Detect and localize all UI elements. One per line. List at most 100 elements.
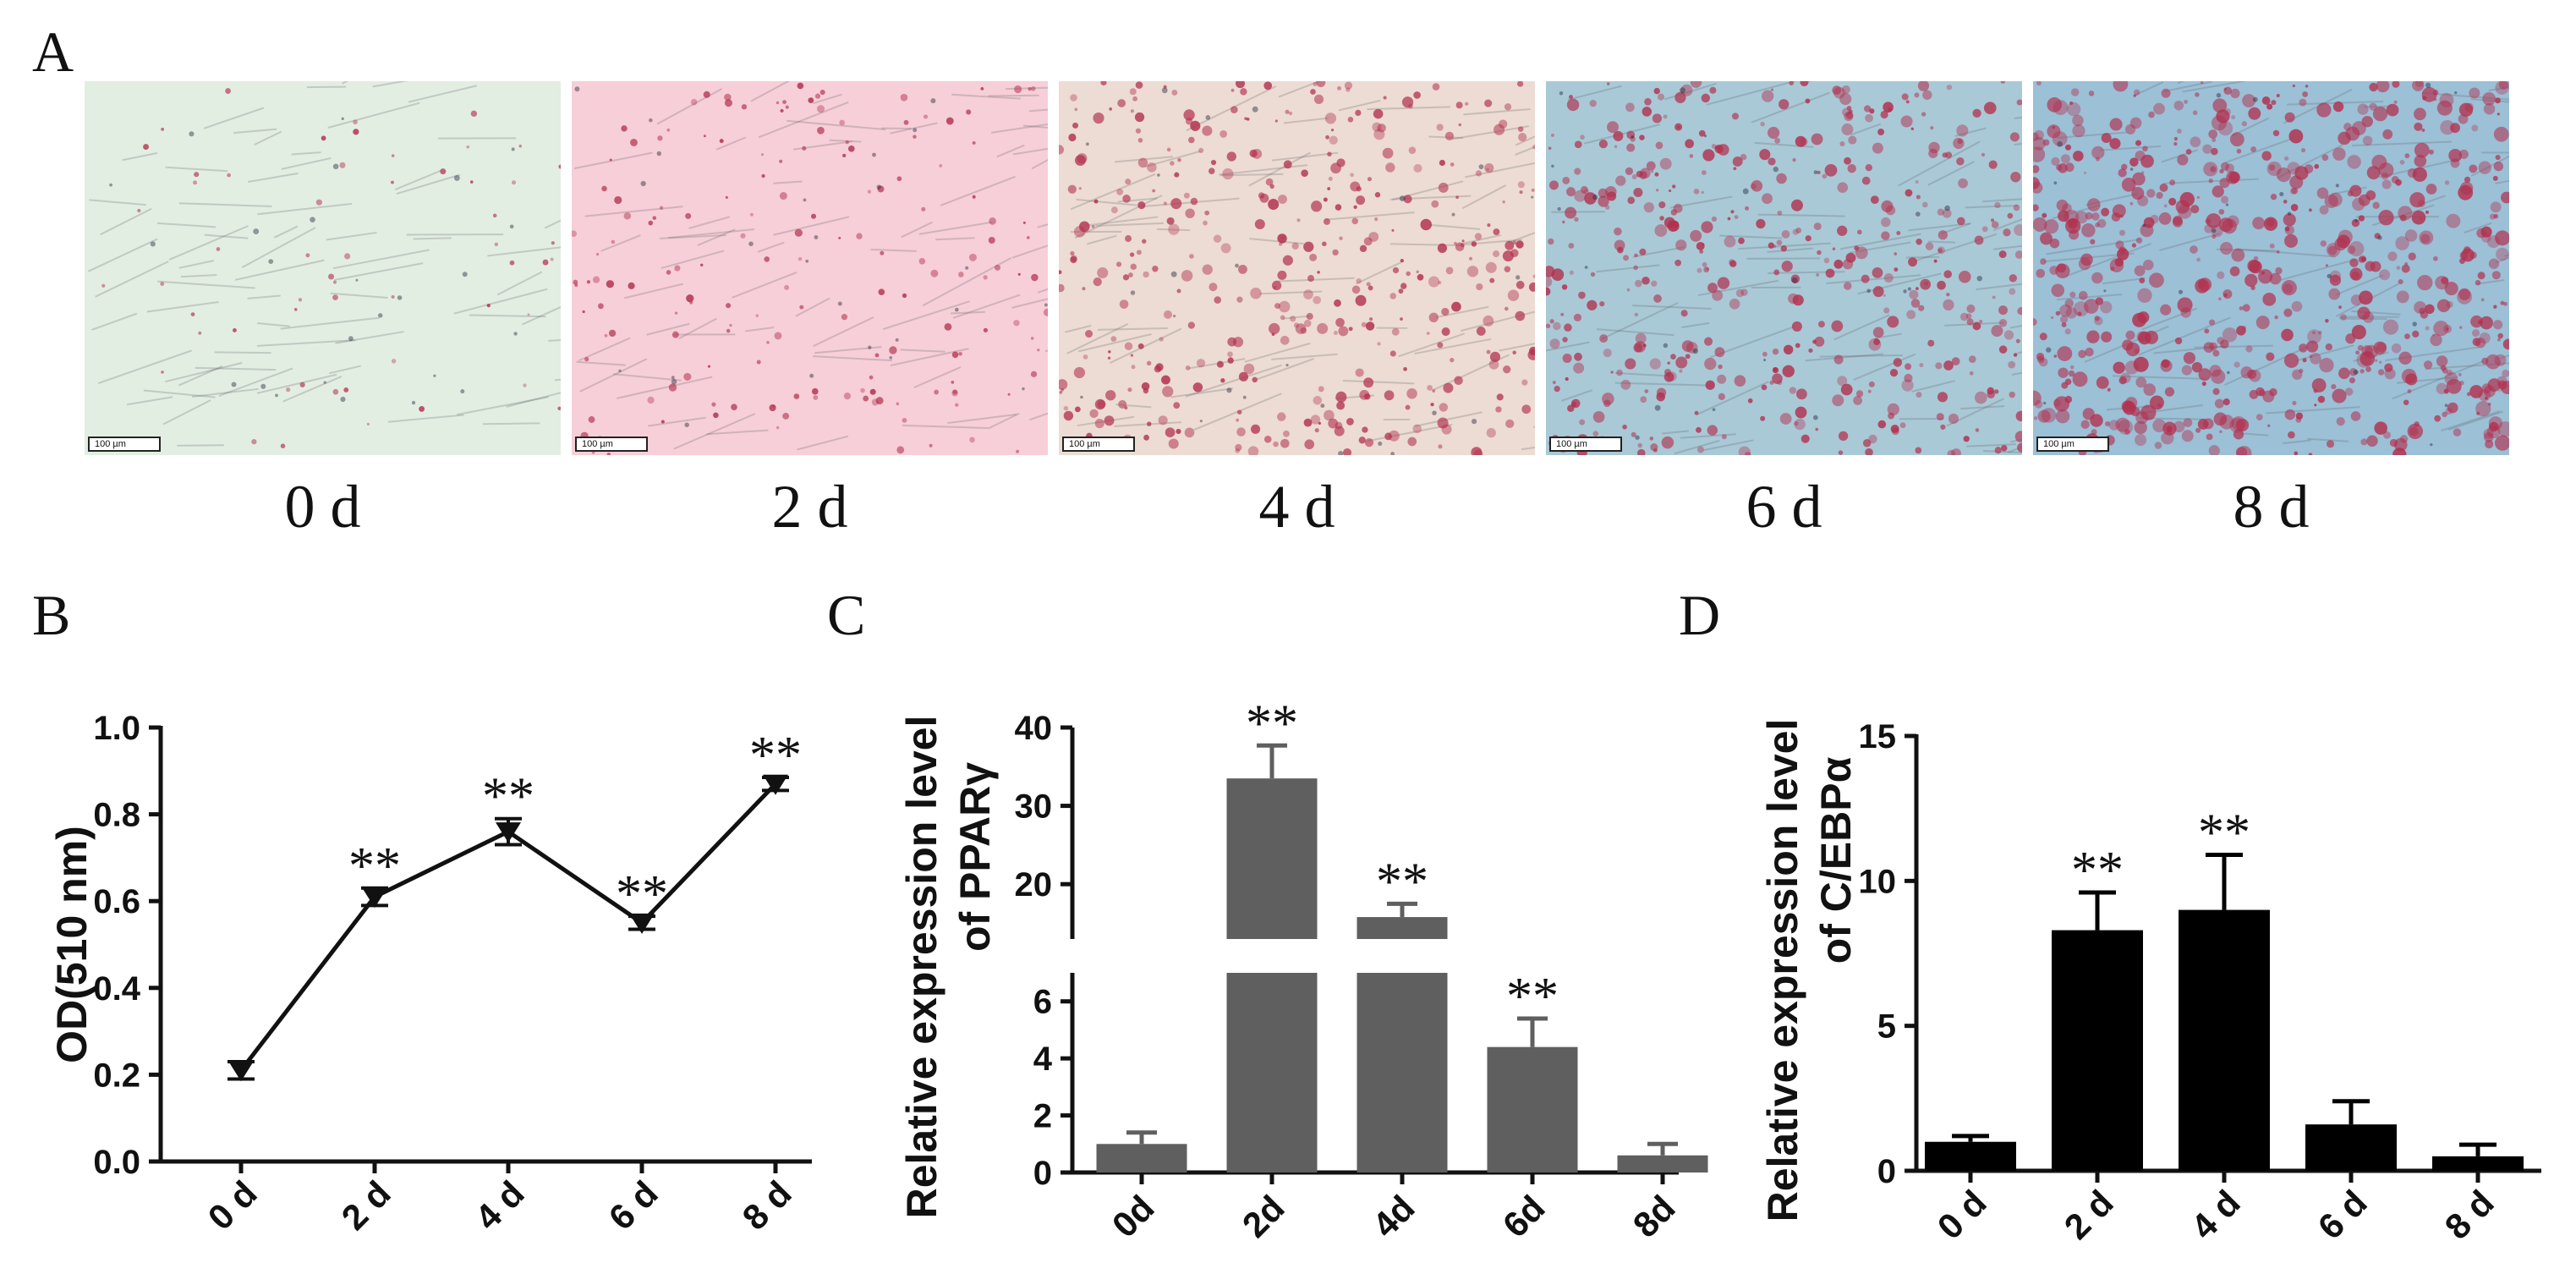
cell-fiber <box>453 288 548 315</box>
lipid-droplet <box>923 114 929 119</box>
lipid-droplet <box>1327 151 1332 157</box>
cell-fiber <box>2352 140 2452 147</box>
lipid-droplet <box>1335 391 1347 403</box>
lipid-droplet <box>1263 81 1273 91</box>
lipid-droplet <box>2502 369 2509 378</box>
nucleus-dot <box>1199 420 1203 423</box>
nucleus-dot <box>323 381 326 384</box>
lipid-droplet <box>1300 327 1307 334</box>
lipid-droplet <box>1569 95 1573 100</box>
cell-fiber <box>2296 344 2354 362</box>
lipid-droplet <box>598 303 604 310</box>
lipid-droplet <box>440 168 447 175</box>
lipid-droplet <box>958 351 962 356</box>
lipid-droplet <box>2220 162 2229 171</box>
lipid-droplet <box>1772 373 1783 384</box>
lipid-droplet <box>2065 307 2078 319</box>
lipid-droplet <box>2039 332 2047 341</box>
lipid-droplet <box>2208 445 2220 455</box>
lipid-droplet <box>2347 190 2354 197</box>
lipid-droplet <box>2457 288 2473 305</box>
lipid-droplet <box>2225 163 2234 173</box>
lipid-droplet <box>2349 368 2358 376</box>
lipid-droplet <box>1059 390 1063 394</box>
lipid-droplet <box>1226 151 1236 162</box>
lipid-droplet <box>1130 354 1133 357</box>
lipid-droplet <box>1439 403 1449 412</box>
lipid-droplet <box>772 404 776 408</box>
lipid-droplet <box>2140 154 2154 168</box>
lipid-droplet <box>779 192 787 200</box>
lipid-droplet <box>1883 294 1886 297</box>
cell-fiber <box>900 349 945 353</box>
lipid-droplet <box>1507 289 1520 301</box>
lipid-droplet <box>604 333 608 338</box>
lipid-droplet <box>1790 274 1800 283</box>
lipid-droplet <box>419 405 425 412</box>
lipid-droplet <box>492 213 497 218</box>
lipid-droplet <box>1313 81 1318 86</box>
lipid-droplet <box>756 360 761 365</box>
lipid-droplet <box>2347 155 2361 169</box>
nucleus-dot <box>453 174 460 181</box>
lipid-droplet <box>1143 434 1149 441</box>
lipid-droplet <box>657 135 663 141</box>
lipid-droplet <box>2417 274 2433 291</box>
lipid-droplet <box>1640 396 1647 404</box>
lipid-droplet <box>2160 360 2173 372</box>
lipid-droplet <box>2137 288 2152 303</box>
lipid-droplet <box>2317 395 2326 404</box>
lipid-droplet <box>2049 238 2060 249</box>
lipid-droplet <box>1698 129 1706 137</box>
lipid-droplet <box>2480 226 2492 238</box>
lipid-droplet <box>1937 208 1944 216</box>
lipid-droplet <box>1549 319 1554 324</box>
chart-c-tick-label: 30 <box>1015 788 1053 826</box>
lipid-droplet <box>2307 329 2322 344</box>
chart-b-tick-label: 0.6 <box>93 883 140 920</box>
lipid-droplet <box>1094 418 1104 429</box>
lipid-droplet <box>1937 230 1948 240</box>
cell-fiber <box>1277 277 1355 283</box>
cell-fiber <box>483 422 540 426</box>
lipid-droplet <box>1403 366 1407 371</box>
lipid-droplet <box>2338 305 2342 309</box>
lipid-droplet <box>1669 189 1672 193</box>
nucleus-dot <box>310 217 315 222</box>
cell-fiber <box>732 272 797 299</box>
lipid-droplet <box>1346 87 1351 92</box>
lipid-droplet <box>1131 365 1136 370</box>
lipid-droplet <box>2183 352 2196 365</box>
lipid-droplet <box>2384 368 2396 380</box>
cell-fiber <box>1463 108 1531 116</box>
chart-c-y-axis-title-line1: Relative expression level <box>898 716 945 1219</box>
lipid-droplet <box>2072 114 2084 127</box>
nucleus-dot <box>1285 364 1289 367</box>
cell-fiber <box>1632 305 1712 310</box>
lipid-droplet <box>1125 178 1132 185</box>
cell-fiber <box>787 119 886 131</box>
chart-d-tick-label: 0 <box>1877 1153 1896 1190</box>
lipid-droplet <box>1732 157 1743 167</box>
lipid-droplet <box>2206 213 2222 228</box>
lipid-droplet <box>1129 88 1137 96</box>
cell-fiber <box>506 392 561 408</box>
lipid-droplet <box>2218 297 2222 301</box>
lipid-droplet <box>391 359 397 364</box>
lipid-droplet <box>2058 210 2069 222</box>
lipid-droplet <box>1740 288 1748 296</box>
lipid-droplet <box>1833 354 1844 365</box>
lipid-droplet <box>1651 280 1658 287</box>
lipid-droplet <box>2344 387 2354 396</box>
lipid-droplet <box>2308 453 2313 455</box>
lipid-droplet <box>1740 153 1747 161</box>
lipid-droplet <box>1974 235 1984 245</box>
nucleus-dot <box>2103 289 2107 293</box>
lipid-droplet <box>1377 124 1386 133</box>
lipid-droplet <box>2009 288 2016 295</box>
cell-fiber <box>1805 353 1884 362</box>
cell-fiber <box>1857 272 1942 295</box>
lipid-droplet <box>1374 217 1378 222</box>
lipid-droplet <box>2299 343 2308 353</box>
